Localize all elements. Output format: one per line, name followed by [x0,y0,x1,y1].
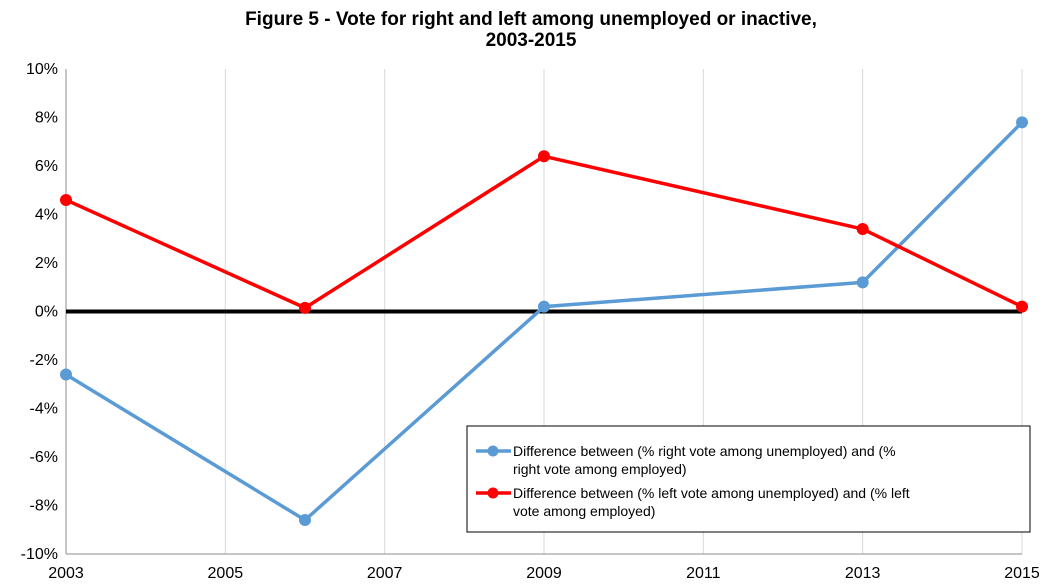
legend-swatch-marker [487,487,499,499]
legend: Difference between (% right vote among u… [466,425,1031,533]
x-tick-label: 2015 [1004,565,1040,582]
legend-label: vote among employed) [513,503,655,519]
data-point [60,193,72,206]
data-point [856,276,869,289]
series-lines [60,116,1028,527]
y-tick-label: 4% [35,207,58,224]
x-tick-label: 2013 [845,565,881,582]
data-point [1016,116,1028,129]
y-tick-label: -4% [30,401,58,418]
data-point [538,150,550,163]
data-point [538,300,550,313]
x-tick-label: 2003 [48,565,84,582]
y-tick-label: -8% [30,498,58,515]
y-tick-label: -10% [21,546,58,563]
x-tick-label: 2009 [526,565,562,582]
legend-box [466,425,1031,533]
data-point [60,368,72,381]
y-tick-label: -6% [30,449,58,466]
legend-swatch-marker [487,445,499,457]
chart-title-line-2: 2003-2015 [486,30,577,51]
legend-label: right vote among employed) [513,461,687,477]
data-point [1016,300,1028,313]
legend-label: Difference between (% left vote among un… [513,485,910,501]
chart-title: Figure 5 - Vote for right and left among… [245,9,817,51]
data-point [299,514,311,527]
data-point [856,223,869,236]
y-tick-label: -2% [30,352,58,369]
y-tick-label: 6% [35,158,58,175]
y-tick-label: 10% [26,61,58,78]
x-tick-label: 2011 [686,565,721,582]
x-tick-label: 2005 [208,565,244,582]
y-tick-label: 2% [35,255,58,272]
chart-title-line-1: Figure 5 - Vote for right and left among… [245,9,817,30]
y-tick-label: 8% [35,110,58,127]
y-tick-label: 0% [35,304,58,321]
x-tick-label: 2007 [367,565,403,582]
legend-label: Difference between (% right vote among u… [513,443,896,459]
data-point [299,301,311,314]
